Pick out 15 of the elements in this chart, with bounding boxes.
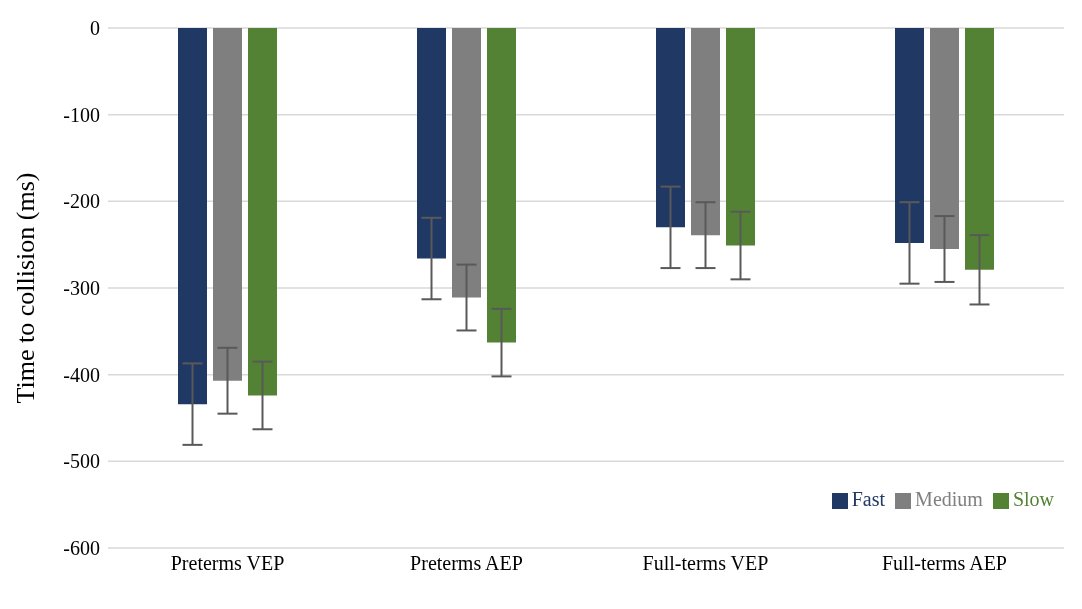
y-tick-label: -200 [63,190,100,213]
x-tick-label: Preterms AEP [410,552,523,575]
y-tick-label: 0 [90,17,100,40]
y-tick-label: -500 [63,450,100,473]
x-tick-label: Full-terms AEP [881,552,1008,575]
legend-label: Slow [1012,488,1054,510]
x-tick-label: Full-terms VEP [642,552,769,575]
legend-label: Fast [851,488,886,510]
y-tick-label: -100 [63,103,100,126]
x-tick-label: Preterms VEP [170,552,285,575]
y-axis-title: Time to collision (ms) [11,172,41,404]
y-tick-label: -400 [63,363,100,386]
y-tick-label: -600 [63,537,100,560]
legend-label: Medium [915,488,983,510]
y-tick-label: -300 [63,277,100,300]
